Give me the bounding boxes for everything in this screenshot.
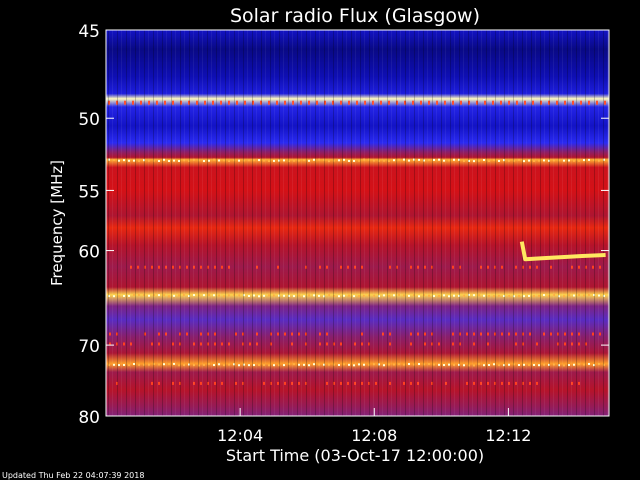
plot-frame — [105, 29, 610, 417]
y-axis-label: Frequency [MHz] — [48, 160, 66, 286]
y-tick-label: 80 — [78, 408, 100, 428]
plot-area — [105, 29, 610, 417]
y-tick-label: 60 — [78, 243, 100, 263]
x-tick-label: 12:08 — [351, 426, 397, 445]
burst-trace — [519, 241, 606, 262]
chart-title: Solar radio Flux (Glasgow) — [230, 5, 480, 27]
y-axis: 45 50 55 60 70 80 — [78, 22, 609, 428]
x-axis: 12:04 12:08 12:12 — [217, 408, 531, 445]
x-tick-label: 12:04 — [217, 426, 263, 445]
y-tick-label: 55 — [78, 182, 100, 202]
y-tick-label: 50 — [78, 110, 100, 130]
x-axis-label: Start Time (03-Oct-17 12:00:00) — [226, 446, 484, 465]
y-tick-label: 70 — [78, 337, 100, 357]
spectrum-time-striping — [106, 30, 609, 416]
x-tick-label: 12:12 — [485, 426, 531, 445]
y-tick-label: 45 — [78, 22, 100, 42]
update-footer: Updated Thu Feb 22 04:07:39 2018 — [2, 471, 144, 480]
